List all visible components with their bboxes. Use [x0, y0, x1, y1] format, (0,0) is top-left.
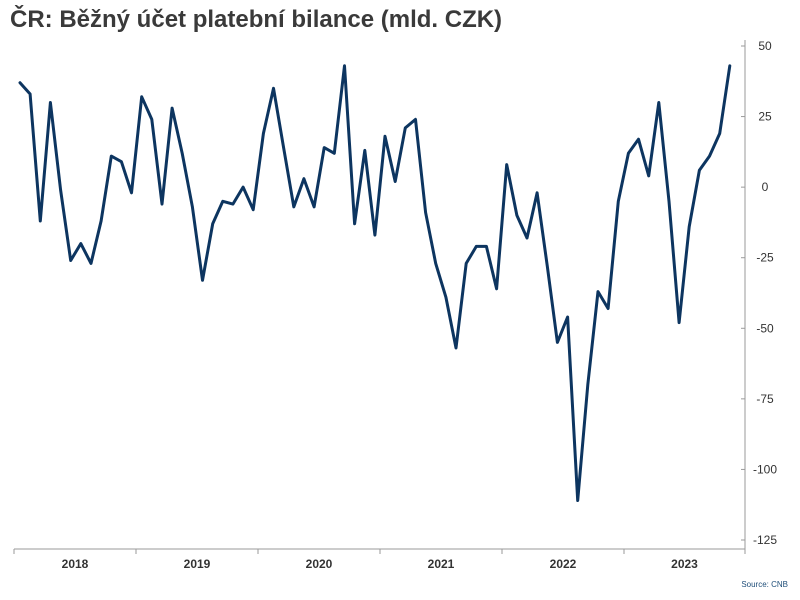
y-tick-label: 25 [758, 110, 772, 124]
y-tick-label: -25 [756, 251, 774, 265]
x-year-label: 2022 [550, 557, 577, 571]
x-year-label: 2019 [184, 557, 211, 571]
y-tick-label: -125 [753, 533, 777, 547]
x-year-label: 2021 [428, 557, 455, 571]
source-label: Source: CNB [741, 580, 788, 589]
axis-layer: 50 25 0 -25 -50 -75 -100 -125 2018 2019 2020 2021 20… [13, 39, 777, 571]
x-year-label: 2020 [306, 557, 333, 571]
series-line [18, 64, 732, 502]
y-tick-label: -100 [753, 462, 777, 476]
y-tick-label: 50 [758, 39, 772, 53]
y-tick-label: -50 [756, 321, 774, 335]
chart-title: ČR: Běžný účet platební bilance (mld. CZ… [10, 6, 503, 33]
y-tick-label: -75 [756, 392, 774, 406]
x-year-label: 2023 [671, 557, 698, 571]
x-year-label: 2018 [62, 557, 89, 571]
y-tick-label: 0 [762, 180, 769, 194]
series-layer [18, 64, 732, 502]
